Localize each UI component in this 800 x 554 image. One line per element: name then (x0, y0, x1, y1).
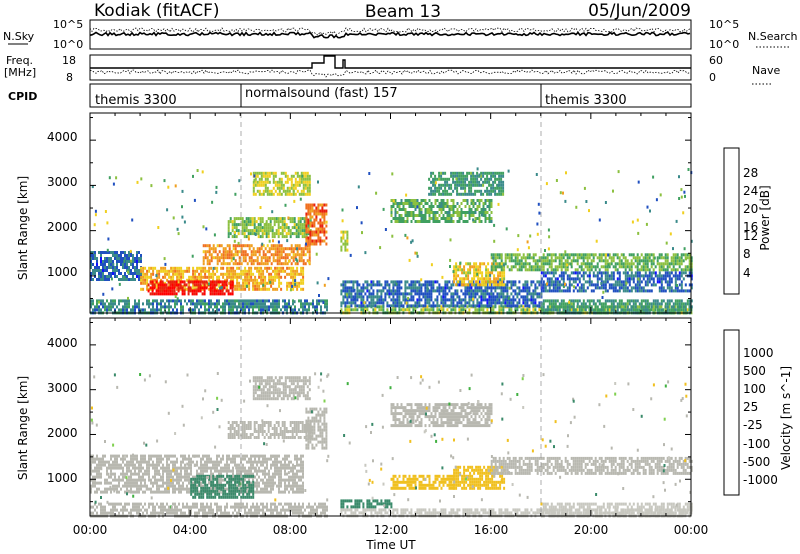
power-ytick-1000: 1000 (47, 265, 78, 279)
velocity-cbar-label: Velocity [m s^-1] (779, 366, 793, 470)
velocity-cbar-tick-neg25: -25 (743, 418, 763, 432)
nsky-tick-high: 10^5 (53, 18, 83, 31)
xtick-0400: 04:00 (173, 523, 208, 537)
power-cbar-tick-12: 12 (743, 229, 758, 243)
freq-label-line2: [MHz] (4, 66, 36, 79)
power-band-14 (453, 262, 506, 287)
power-band-11 (340, 280, 543, 308)
date-title: 05/Jun/2009 (588, 1, 691, 21)
xtick-2000: 20:00 (574, 523, 609, 537)
power-cbar-tick-28: 28 (743, 166, 758, 180)
power-ytick-3000: 3000 (47, 175, 78, 189)
velocity-band-4 (227, 421, 312, 439)
velocity-scatter-noise (90, 372, 692, 509)
power-band-2 (90, 251, 142, 281)
velocity-colorbar: 1000 500 100 25 -25 -100 -500 -1000 Velo… (723, 329, 793, 496)
cpid-segment-2: normalsound (fast) 157 (245, 86, 398, 101)
cpid-segment-3: themis 3300 (545, 93, 627, 108)
velocity-band-2 (90, 454, 304, 494)
velocity-cbar-tick-100: 100 (743, 382, 766, 396)
power-cbar-tick-24: 24 (743, 184, 758, 198)
power-cbar-tick-8: 8 (743, 247, 751, 261)
velocity-cbar-tick-neg500: -500 (743, 455, 770, 469)
velocity-cbar-tick-1000: 1000 (743, 346, 774, 360)
nsky-label: N.Sky (3, 30, 35, 43)
freq-trace (90, 55, 691, 69)
velocity-band-6 (305, 407, 328, 450)
radar-title: Kodiak (fitACF) (94, 1, 220, 21)
nsky-tick-low: 10^0 (53, 38, 83, 51)
power-colorbar: 28 24 20 16 12 8 4 Power [dB] (723, 147, 772, 295)
cpid-label: CPID (8, 90, 37, 103)
power-band-12 (390, 199, 493, 223)
freq-tick-high: 18 (62, 54, 76, 67)
power-scatter-noise (91, 167, 693, 305)
velocity-heatmap (90, 372, 693, 518)
power-band-4 (147, 280, 234, 296)
power-heatmap (90, 167, 693, 315)
power-band-5 (202, 244, 311, 266)
velocity-band-12 (490, 456, 693, 475)
power-band-7 (252, 171, 311, 196)
velocity-band-9 (390, 474, 455, 490)
nave-label: Nave (752, 64, 780, 77)
nsearch-tick-low: 10^0 (709, 38, 739, 51)
xtick-1600: 16:00 (474, 523, 509, 537)
power-panel: 4000 3000 2000 1000 Slant Range [km] (16, 112, 693, 315)
cpid-panel: CPID themis 3300 normalsound (fast) 157 … (8, 83, 692, 108)
freq-panel: Freq. [MHz] 18 8 60 0 Nave (4, 54, 780, 85)
velocity-band-5 (252, 376, 311, 401)
nsky-panel: N.Sky 10^5 10^0 10^5 10^0 N.Search (3, 18, 798, 51)
power-ytick-2000: 2000 (47, 220, 78, 234)
nsearch-tick-high: 10^5 (709, 18, 739, 31)
nave-tick-low: 0 (709, 71, 716, 84)
power-ylabel: Slant Range [km] (16, 176, 30, 280)
nsky-trace (89, 31, 691, 39)
xtick-0000-start: 00:00 (73, 523, 108, 537)
power-band-8 (305, 203, 328, 246)
beam-title: Beam 13 (365, 2, 441, 22)
power-cbar-label: Power [dB] (758, 185, 772, 250)
velocity-cbar-tick-neg1000: -1000 (743, 473, 778, 487)
velocity-cbar-tick-25: 25 (743, 400, 758, 414)
xtick-1200: 12:00 (374, 523, 409, 537)
cpid-segment-1: themis 3300 (95, 93, 177, 108)
freq-label-line1: Freq. (6, 54, 33, 67)
velocity-ytick-4000: 4000 (47, 336, 78, 350)
nave-trace (89, 69, 691, 78)
nave-tick-high: 60 (709, 54, 723, 67)
nsearch-trace (89, 27, 691, 36)
freq-tick-low: 8 (66, 71, 73, 84)
velocity-ylabel: Slant Range [km] (16, 376, 30, 480)
power-ytick-4000: 4000 (47, 130, 78, 144)
power-band-6 (227, 217, 312, 239)
velocity-ytick-1000: 1000 (47, 471, 78, 485)
power-cbar-tick-4: 4 (743, 266, 751, 280)
power-cbar-tick-16: 16 (743, 220, 758, 234)
power-band-9 (340, 230, 349, 252)
power-band-13 (428, 171, 505, 196)
velocity-panel: 4000 3000 2000 1000 Slant Range [km] 00:… (16, 317, 709, 552)
velocity-cbar-tick-neg100: -100 (743, 437, 770, 451)
xtick-0000-end: 00:00 (674, 523, 709, 537)
power-band-15 (490, 253, 693, 272)
velocity-cbar-tick-500: 500 (743, 364, 766, 378)
velocity-band-1 (90, 502, 328, 518)
velocity-band-7 (340, 499, 393, 509)
xaxis-label: Time UT (365, 538, 416, 552)
velocity-axis-ticks (89, 318, 692, 516)
velocity-ytick-3000: 3000 (47, 381, 78, 395)
velocity-band-11 (390, 403, 493, 428)
power-axis-ticks (89, 113, 692, 313)
power-band-16 (540, 271, 693, 293)
power-band-1 (90, 299, 328, 315)
velocity-ytick-2000: 2000 (47, 426, 78, 440)
nsearch-label: N.Search (748, 30, 798, 43)
power-cbar-tick-20: 20 (743, 202, 758, 216)
xtick-0800: 08:00 (273, 523, 308, 537)
